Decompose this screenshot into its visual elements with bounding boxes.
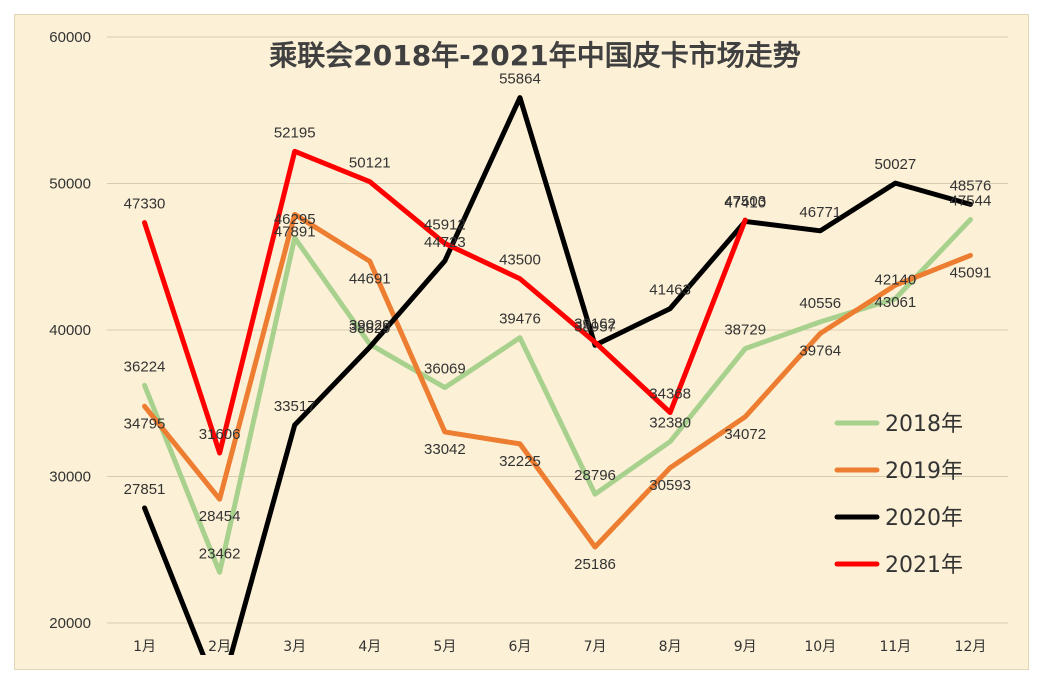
series-line-4 xyxy=(142,148,748,456)
legend-label: 2018年 xyxy=(885,412,963,437)
data-label: 25186 xyxy=(574,556,616,573)
data-label: 28796 xyxy=(574,467,616,484)
axis-labels: 20000 30000 40000 50000 60000 1月 2月 3月 4月 5月 6月 7月 8… xyxy=(49,29,986,655)
x-tick-label: 8月 xyxy=(659,639,682,655)
x-tick-label: 6月 xyxy=(508,639,531,655)
data-label: 47544 xyxy=(950,192,992,209)
data-label: 46771 xyxy=(799,204,841,221)
data-label: 45912 xyxy=(424,216,466,233)
data-label: 50121 xyxy=(349,155,391,172)
series-line-2 xyxy=(142,211,973,550)
data-labels: 36224 23462 46295 39029 36069 39476 28796 32380… xyxy=(124,71,992,573)
data-label: 39476 xyxy=(499,311,541,328)
legend-label: 2019年 xyxy=(885,459,963,484)
data-label: 39162 xyxy=(574,315,616,332)
legend: 2018年 2019年 2020年 2021年 xyxy=(834,412,963,578)
x-tick-label: 5月 xyxy=(433,639,456,655)
gridlines xyxy=(107,36,1008,624)
data-label: 47503 xyxy=(724,193,766,210)
data-label: 38957 xyxy=(574,318,616,335)
y-tick-label: 20000 xyxy=(49,615,91,632)
data-label: 43500 xyxy=(499,252,541,269)
data-label: 44723 xyxy=(424,234,466,251)
x-tick-label: 7月 xyxy=(584,639,607,655)
series-lines xyxy=(142,95,973,655)
data-label: 55864 xyxy=(499,71,541,88)
data-label: 32225 xyxy=(499,453,541,470)
data-label: 30593 xyxy=(649,477,691,494)
data-label: 36224 xyxy=(124,358,166,375)
data-label: 46295 xyxy=(274,211,316,228)
data-label: 31606 xyxy=(199,426,241,443)
y-tick-label: 40000 xyxy=(49,322,91,339)
x-tick-label: 9月 xyxy=(734,639,757,655)
data-label: 45091 xyxy=(950,264,992,281)
x-tick-label: 1月 xyxy=(133,639,156,655)
data-label: 52195 xyxy=(274,124,316,141)
data-label: 50027 xyxy=(875,156,917,173)
data-label: 32380 xyxy=(649,415,691,432)
x-tick-label: 11月 xyxy=(879,639,911,655)
data-label: 28454 xyxy=(199,508,241,525)
chart-frame: 乘联会2018年-2021年中国皮卡市场走势 20000 30000 40000 50… xyxy=(14,14,1029,670)
series-line-3 xyxy=(142,95,973,655)
data-label: 41463 xyxy=(649,282,691,299)
data-label: 38729 xyxy=(724,322,766,339)
data-label: 23462 xyxy=(199,545,241,562)
y-tick-label: 60000 xyxy=(49,29,91,46)
data-label: 36069 xyxy=(424,361,466,378)
line-chart: 乘联会2018年-2021年中国皮卡市场走势 20000 30000 40000 50… xyxy=(49,29,1008,655)
chart-title: 乘联会2018年-2021年中国皮卡市场走势 xyxy=(269,39,800,72)
data-label: 47330 xyxy=(124,196,166,213)
data-label: 27851 xyxy=(124,481,166,498)
y-tick-label: 30000 xyxy=(49,469,91,486)
data-label: 38829 xyxy=(349,320,391,337)
x-tick-label: 3月 xyxy=(283,639,306,655)
data-label: 44691 xyxy=(349,270,391,287)
data-label: 33517 xyxy=(274,398,316,415)
data-label: 42140 xyxy=(875,272,917,289)
data-label: 33042 xyxy=(424,441,466,458)
legend-label: 2020年 xyxy=(885,506,963,531)
data-label: 39764 xyxy=(799,342,841,359)
y-tick-label: 50000 xyxy=(49,176,91,193)
x-tick-label: 2月 xyxy=(208,639,231,655)
data-label: 34368 xyxy=(649,386,691,403)
data-label: 47891 xyxy=(274,223,316,240)
data-label: 39029 xyxy=(349,317,391,334)
data-label: 43061 xyxy=(875,294,917,311)
x-tick-label: 12月 xyxy=(955,639,987,655)
data-label: 47410 xyxy=(724,194,766,211)
data-label: 34072 xyxy=(724,426,766,443)
series-line-1 xyxy=(142,216,973,575)
data-label: 40556 xyxy=(799,295,841,312)
data-label: 48576 xyxy=(950,177,992,194)
legend-label: 2021年 xyxy=(885,553,963,578)
data-label: 34795 xyxy=(124,415,166,432)
x-tick-label: 4月 xyxy=(358,639,381,655)
x-tick-label: 10月 xyxy=(804,639,836,655)
